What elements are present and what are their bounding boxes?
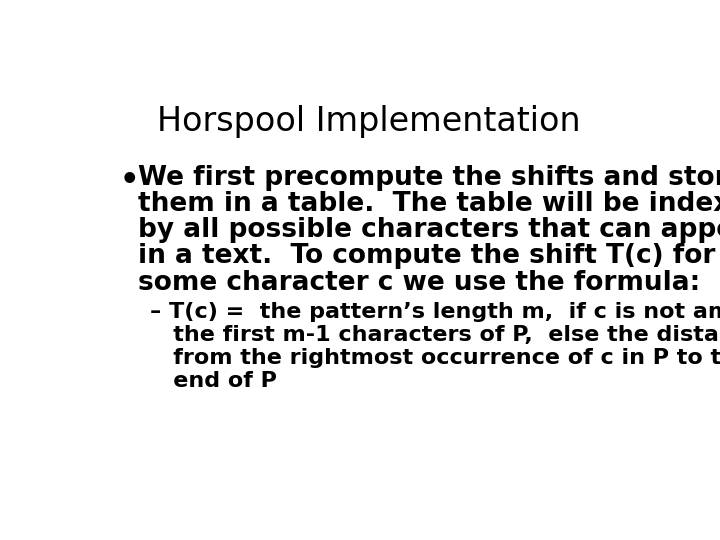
Text: in a text.  To compute the shift T(c) for: in a text. To compute the shift T(c) for xyxy=(138,244,716,269)
Text: them in a table.  The table will be indexed: them in a table. The table will be index… xyxy=(138,191,720,217)
Text: the first m-1 characters of P,  else the distance: the first m-1 characters of P, else the … xyxy=(150,325,720,345)
Text: by all possible characters that can appear: by all possible characters that can appe… xyxy=(138,217,720,243)
Text: •: • xyxy=(120,166,139,195)
Text: end of P: end of P xyxy=(150,372,277,392)
Text: We first precompute the shifts and store: We first precompute the shifts and store xyxy=(138,165,720,191)
Text: – T(c) =  the pattern’s length m,  if c is not among: – T(c) = the pattern’s length m, if c is… xyxy=(150,302,720,322)
Text: Horspool Implementation: Horspool Implementation xyxy=(157,105,581,138)
Text: some character c we use the formula:: some character c we use the formula: xyxy=(138,269,701,295)
Text: from the rightmost occurrence of c in P to the: from the rightmost occurrence of c in P … xyxy=(150,348,720,368)
